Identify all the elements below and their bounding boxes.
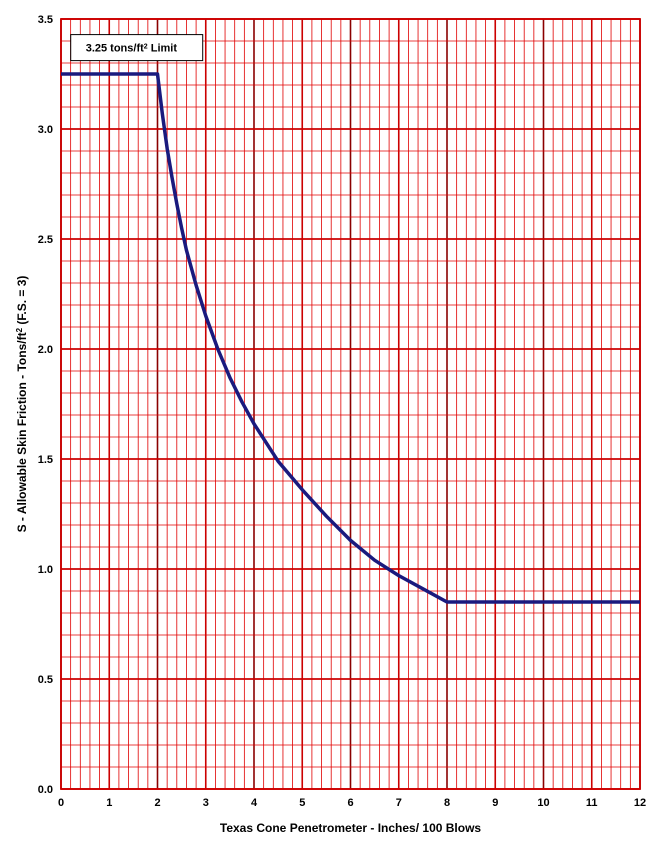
x-tick-label: 2 bbox=[154, 797, 160, 809]
annotation-box bbox=[70, 34, 204, 62]
x-tick-label: 5 bbox=[299, 797, 305, 809]
y-axis-title: S - Allowable Skin Friction - Tons/ft2 (… bbox=[15, 276, 30, 533]
annotation-label-main: 3.25 tons/ft bbox=[86, 43, 144, 55]
y-axis-title-main: S - Allowable Skin Friction - Tons/ft bbox=[15, 332, 29, 532]
y-tick-label: 3.0 bbox=[38, 124, 53, 136]
x-tick-label: 11 bbox=[586, 797, 598, 809]
x-tick-label: 8 bbox=[444, 797, 450, 809]
y-tick-label: 2.0 bbox=[38, 344, 53, 356]
x-tick-label: 1 bbox=[106, 797, 112, 809]
y-tick-label: 2.5 bbox=[38, 234, 53, 246]
x-tick-label: 6 bbox=[347, 797, 353, 809]
x-tick-label: 3 bbox=[203, 797, 209, 809]
x-tick-label: 9 bbox=[492, 797, 498, 809]
series-layer bbox=[61, 72, 640, 604]
y-tick-labels: 0.0 0.5 1.0 1.5 2.0 2.5 3.0 3.5 bbox=[38, 14, 53, 796]
series-line bbox=[61, 72, 640, 604]
y-axis-title-suffix: (F.S. = 3) bbox=[15, 276, 29, 328]
y-tick-label: 0.0 bbox=[38, 784, 53, 796]
annotation-label-superscript: 2 bbox=[144, 43, 148, 50]
annotation-label-suffix: Limit bbox=[148, 43, 178, 55]
y-tick-label: 1.5 bbox=[38, 454, 53, 466]
x-axis-title: Texas Cone Penetrometer - Inches/ 100 Bl… bbox=[220, 821, 482, 835]
y-tick-label: 3.5 bbox=[38, 14, 53, 26]
axis-titles: Texas Cone Penetrometer - Inches/ 100 Bl… bbox=[15, 276, 482, 835]
limit-annotation: 3.25 tons/ft2 Limit bbox=[70, 34, 204, 62]
annotation-label: 3.25 tons/ft2 Limit bbox=[86, 43, 178, 55]
x-tick-label: 0 bbox=[58, 797, 64, 809]
y-tick-label: 0.5 bbox=[38, 674, 53, 686]
x-tick-label: 7 bbox=[396, 797, 402, 809]
y-tick-label: 1.0 bbox=[38, 564, 53, 576]
x-tick-label: 4 bbox=[251, 797, 258, 809]
x-tick-labels: 0 1 2 3 4 5 6 7 8 9 10 11 12 bbox=[58, 797, 646, 809]
plot-border bbox=[60, 18, 641, 790]
y-axis-title-superscript: 2 bbox=[15, 327, 24, 332]
x-tick-label: 12 bbox=[634, 797, 646, 809]
x-tick-label: 10 bbox=[537, 797, 549, 809]
grid bbox=[60, 18, 641, 790]
